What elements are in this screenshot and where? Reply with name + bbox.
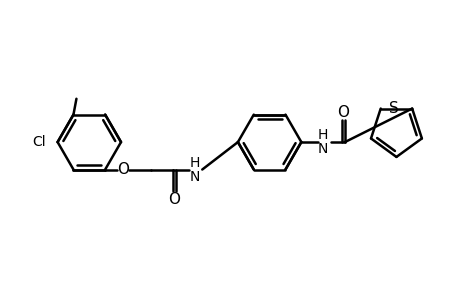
Text: O: O [117,162,129,177]
Text: O: O [337,105,349,120]
Text: H: H [317,128,328,142]
Text: H: H [189,155,199,170]
Text: N: N [317,142,328,156]
Text: S: S [388,101,397,116]
Text: O: O [168,192,179,207]
Text: Cl: Cl [32,135,45,149]
Text: N: N [189,169,199,184]
